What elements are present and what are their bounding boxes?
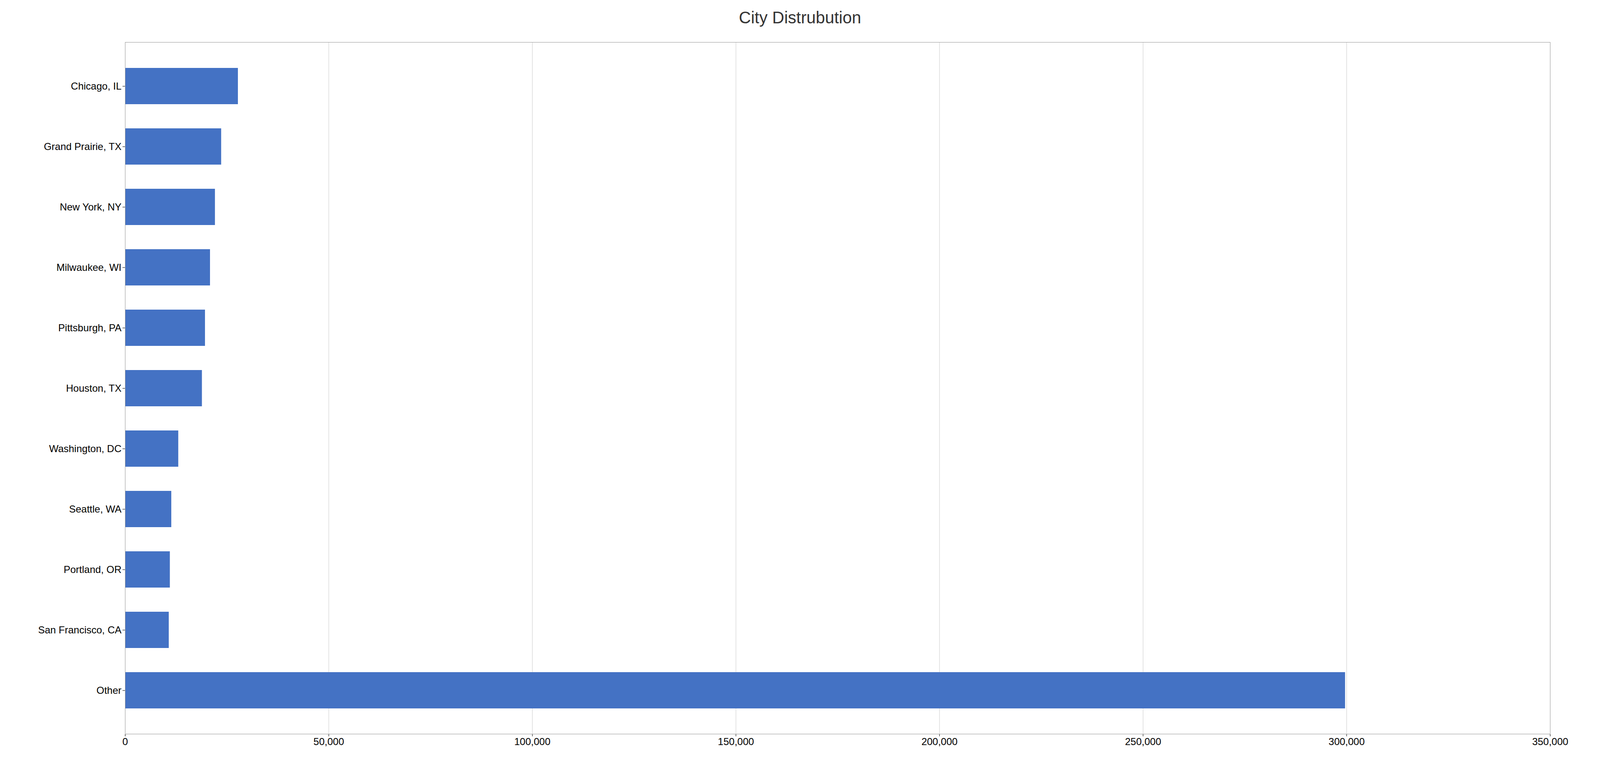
svg-text:Grand Prairie, TX: Grand Prairie, TX (43, 140, 122, 153)
svg-text:New York, NY: New York, NY (59, 201, 122, 213)
svg-text:0: 0 (122, 735, 128, 748)
svg-text:350,000: 350,000 (1532, 735, 1569, 748)
svg-text:Pittsburgh, PA: Pittsburgh, PA (58, 322, 122, 334)
svg-text:Washington, DC: Washington, DC (49, 442, 122, 455)
html-text:City Distrubution: City Distrubution (738, 8, 862, 27)
svg-text:Chicago, IL: Chicago, IL (70, 80, 122, 92)
svg-text:Seattle, WA: Seattle, WA (69, 503, 122, 515)
svg-text:50,000: 50,000 (313, 735, 344, 748)
svg-text:Portland, OR: Portland, OR (63, 563, 122, 575)
svg-text:Houston, TX: Houston, TX (66, 382, 122, 394)
svg-text:100,000: 100,000 (514, 735, 551, 748)
svg-text:250,000: 250,000 (1125, 735, 1162, 748)
svg-text:300,000: 300,000 (1328, 735, 1365, 748)
svg-text:200,000: 200,000 (921, 735, 958, 748)
svg-text:San Francisco, CA: San Francisco, CA (37, 624, 122, 636)
svg-text:Milwaukee, WI: Milwaukee, WI (56, 261, 122, 273)
svg-text:150,000: 150,000 (717, 735, 755, 748)
svg-text:Other: Other (96, 684, 122, 696)
